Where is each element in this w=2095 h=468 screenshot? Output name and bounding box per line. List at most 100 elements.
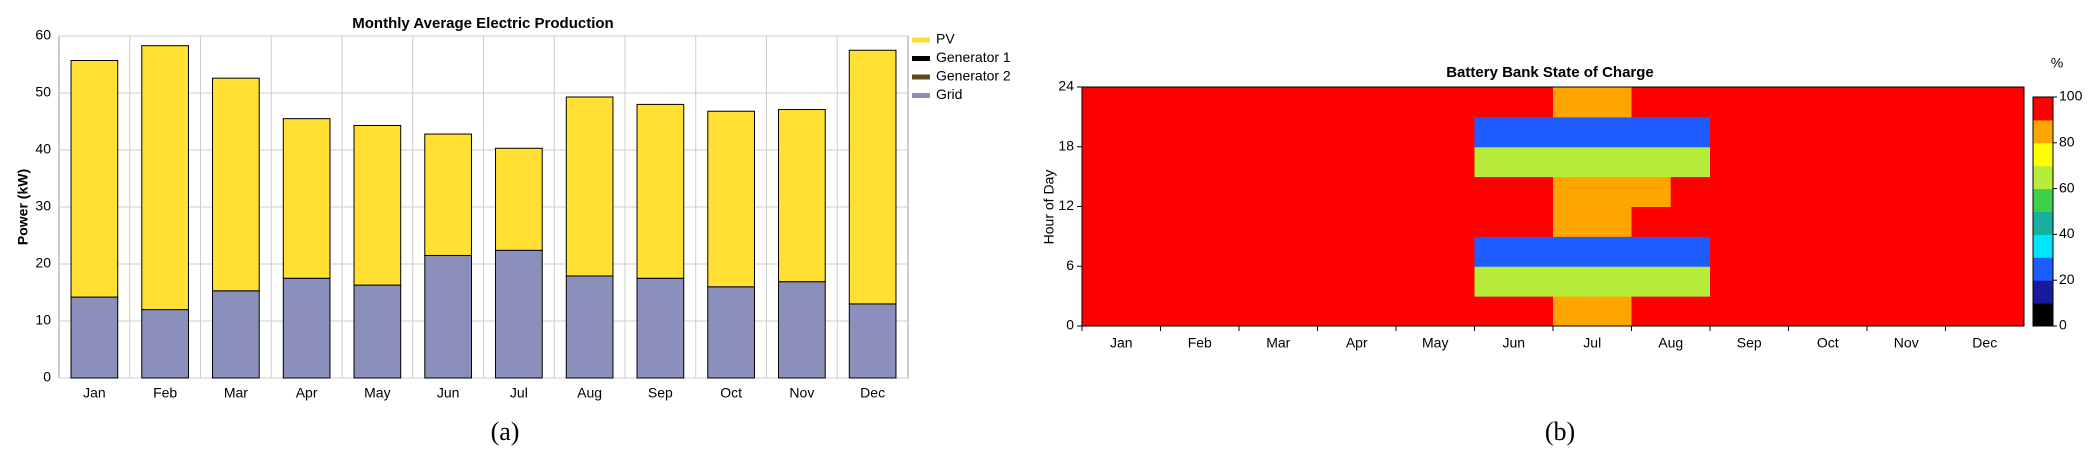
heat-cell [1199,116,1240,148]
x-tick-label: May [1422,335,1448,351]
heat-cell [1984,236,2025,267]
heat-cell [1945,266,1986,297]
bar-segment [424,133,472,256]
x-tick-label: Aug [577,385,602,401]
heat-cell [1788,146,1829,178]
heat-cell [1435,87,1475,118]
legend-label: PV [936,31,955,47]
heat-cell [1592,206,1632,237]
heat-cell [1160,236,1201,267]
chart-title: Battery Bank State of Charge [1446,64,1654,81]
heat-cell [1121,236,1161,267]
heat-cell [1199,87,1240,118]
heat-cell [1474,266,1515,297]
y-tick-label: 40 [35,141,51,157]
heat-cell [1749,266,1789,297]
heat-cell [1356,176,1397,207]
colorbar-segment [2033,165,2053,190]
bar-segment [495,147,543,251]
heat-cell [1631,266,1672,297]
heat-cell [1474,236,1515,267]
x-tick-label: Sep [648,385,673,401]
heat-cell [1906,87,1946,118]
heat-cell [1199,296,1240,327]
heat-cell [1160,146,1201,178]
colorbar-tick-label: 0 [2059,317,2067,333]
heat-cell [1356,116,1397,148]
heat-cell [1631,206,1672,237]
heat-cell [1906,266,1946,297]
heat-cell [1317,266,1358,297]
heat-cell [1631,236,1672,267]
heat-cell [1082,236,1122,267]
bar-segment [848,49,897,305]
heat-cell [1356,266,1397,297]
heat-cell [1239,296,1279,327]
heat-cell [1906,176,1946,207]
heat-cell [1788,236,1829,267]
heat-cell [1631,176,1672,207]
heat-cell [1553,146,1593,178]
heat-cell [1317,146,1358,178]
heat-cell [1082,266,1122,297]
heat-cell [1239,266,1279,297]
heat-cell [1631,146,1672,178]
x-tick-label: Feb [1188,335,1212,351]
chart-title: Monthly Average Electric Production [352,15,613,32]
y-axis-label: Power (kW) [15,169,31,245]
bar-segment [707,110,755,288]
heat-cell [1474,146,1515,178]
heat-cell [1082,206,1122,237]
heat-cell [1474,116,1515,148]
bar-segment [848,303,897,379]
heat-cell [1827,146,1868,178]
heat-cell [1239,176,1279,207]
heat-cell [1945,296,1986,327]
heat-cell [1474,87,1515,118]
x-tick-label: May [364,385,390,401]
heat-cell [1670,116,1711,148]
colorbar-segment [2033,142,2053,167]
heat-cell [1396,206,1436,237]
heat-cell [1396,146,1436,178]
bar-segment [636,277,685,379]
heat-cell [1631,116,1672,148]
heat-cell [1553,116,1593,148]
bar-segment [353,124,402,286]
heat-cell [1984,87,2025,118]
heat-cell [1788,296,1829,327]
heat-cell [1670,176,1711,207]
y-tick-label: 0 [43,369,51,385]
heat-cell [1710,296,1750,327]
colorbar-segment [2033,97,2053,121]
x-tick-label: Aug [1658,335,1683,351]
heat-cell [1082,146,1122,178]
heat-cell [1592,87,1632,118]
heat-cell [1710,266,1750,297]
heat-cell [1592,176,1632,207]
heat-cell [1239,206,1279,237]
heat-cell [1435,146,1475,178]
y-tick-label: 24 [1058,78,1074,94]
heat-cell [1710,206,1750,237]
heat-cell [1867,87,1907,118]
heat-cell [1121,146,1161,178]
heat-cell [1121,206,1161,237]
heat-cell [1749,87,1789,118]
x-tick-label: Jun [1502,335,1525,351]
x-tick-label: Jul [1583,335,1601,351]
colorbar-frame [2032,96,2054,327]
heat-cell [1278,296,1318,327]
heat-cell [1160,176,1201,207]
heat-cell [1867,206,1907,237]
heat-cell [1749,296,1789,327]
caption: (b) [1545,417,1575,446]
heat-cell [1474,176,1515,207]
heat-cell [1121,116,1161,148]
x-tick-label: Oct [1817,335,1839,351]
heat-cell [1553,87,1593,118]
y-tick-label: 20 [35,255,51,271]
bar-segment [353,284,402,379]
heat-cell [1788,176,1829,207]
x-tick-label: Mar [1266,335,1290,351]
